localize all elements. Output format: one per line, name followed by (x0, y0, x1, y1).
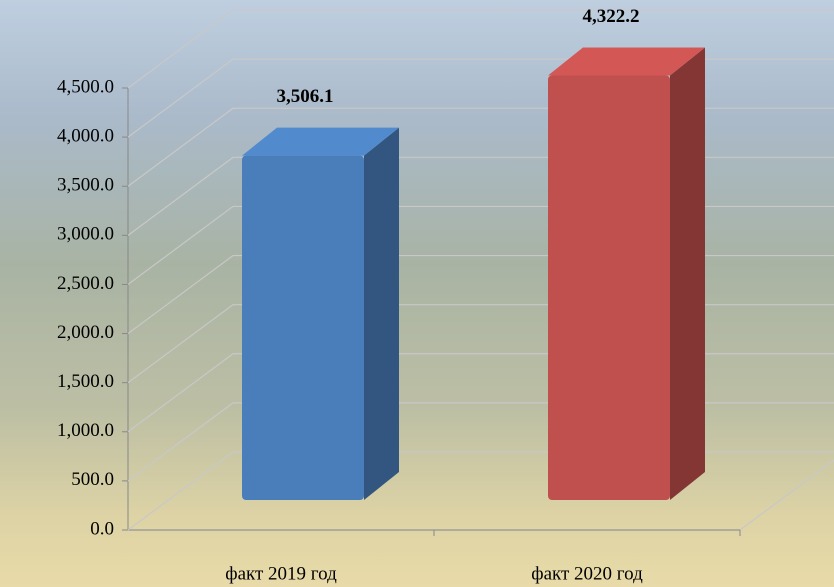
bar (242, 155, 364, 501)
bar-top (242, 127, 399, 156)
value-label: 4,322.2 (583, 6, 640, 27)
bar-side (670, 47, 705, 500)
y-tick-label: 3,500.0 (57, 175, 114, 196)
grid-line (127, 9, 834, 89)
x-tick-label: факт 2020 год (531, 563, 643, 584)
plot-area: 0.0 500.0 1,000.0 1,500.0 2,000.0 2,500.0 3,00… (57, 6, 834, 584)
y-tick-label: 1,500.0 (57, 371, 114, 392)
y-tick-label: 1,000.0 (57, 420, 114, 441)
y-tick-label: 2,500.0 (57, 273, 114, 294)
x-tick-label: факт 2019 год (225, 563, 337, 584)
value-label: 3,506.1 (277, 86, 334, 107)
bar (548, 75, 670, 500)
y-tick-label: 4,500.0 (57, 76, 114, 97)
y-tick-label: 3,000.0 (57, 224, 114, 245)
y-tick-label: 4,000.0 (57, 125, 114, 146)
bar-top (548, 47, 705, 76)
y-tick-label: 0.0 (90, 518, 114, 539)
y-tick-label: 2,000.0 (57, 322, 114, 343)
bar-side (364, 127, 399, 500)
y-tick-label: 500.0 (71, 469, 114, 490)
